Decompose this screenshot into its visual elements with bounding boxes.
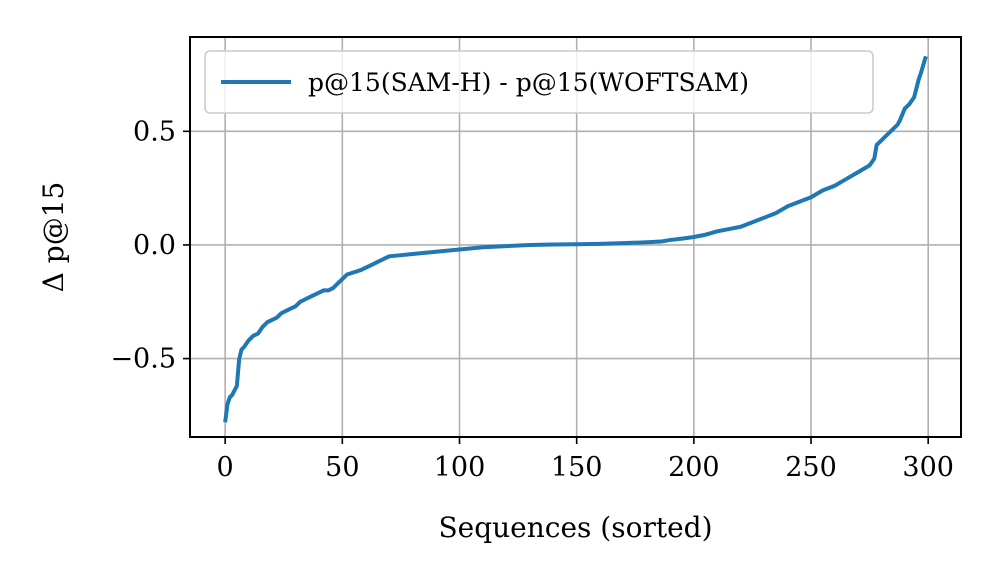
x-tick-label: 300 bbox=[902, 452, 954, 483]
y-axis-label: Δ p@15 bbox=[37, 182, 70, 293]
legend-entry: p@15(SAM-H) - p@15(WOFTSAM) bbox=[308, 68, 749, 97]
x-tick-label: 100 bbox=[434, 452, 486, 483]
plot-frame bbox=[189, 36, 962, 438]
x-tick-label: 150 bbox=[551, 452, 603, 483]
legend: p@15(SAM-H) - p@15(WOFTSAM) bbox=[204, 50, 874, 114]
series-line bbox=[223, 55, 928, 423]
x-tick-label: 200 bbox=[668, 452, 720, 483]
legend-box bbox=[204, 50, 874, 114]
y-tick-label: 0.0 bbox=[133, 230, 176, 261]
y-tick-label: 0.5 bbox=[133, 116, 176, 147]
x-tick-label: 250 bbox=[785, 452, 837, 483]
y-tick-label: −0.5 bbox=[110, 344, 176, 375]
x-tick-label: 50 bbox=[325, 452, 359, 483]
x-axis-label: Sequences (sorted) bbox=[438, 511, 712, 544]
ticks: 0 50 100 150 200 250 300 −0.5 0.0 0.5 bbox=[110, 116, 954, 483]
x-tick-label: 0 bbox=[217, 452, 234, 483]
